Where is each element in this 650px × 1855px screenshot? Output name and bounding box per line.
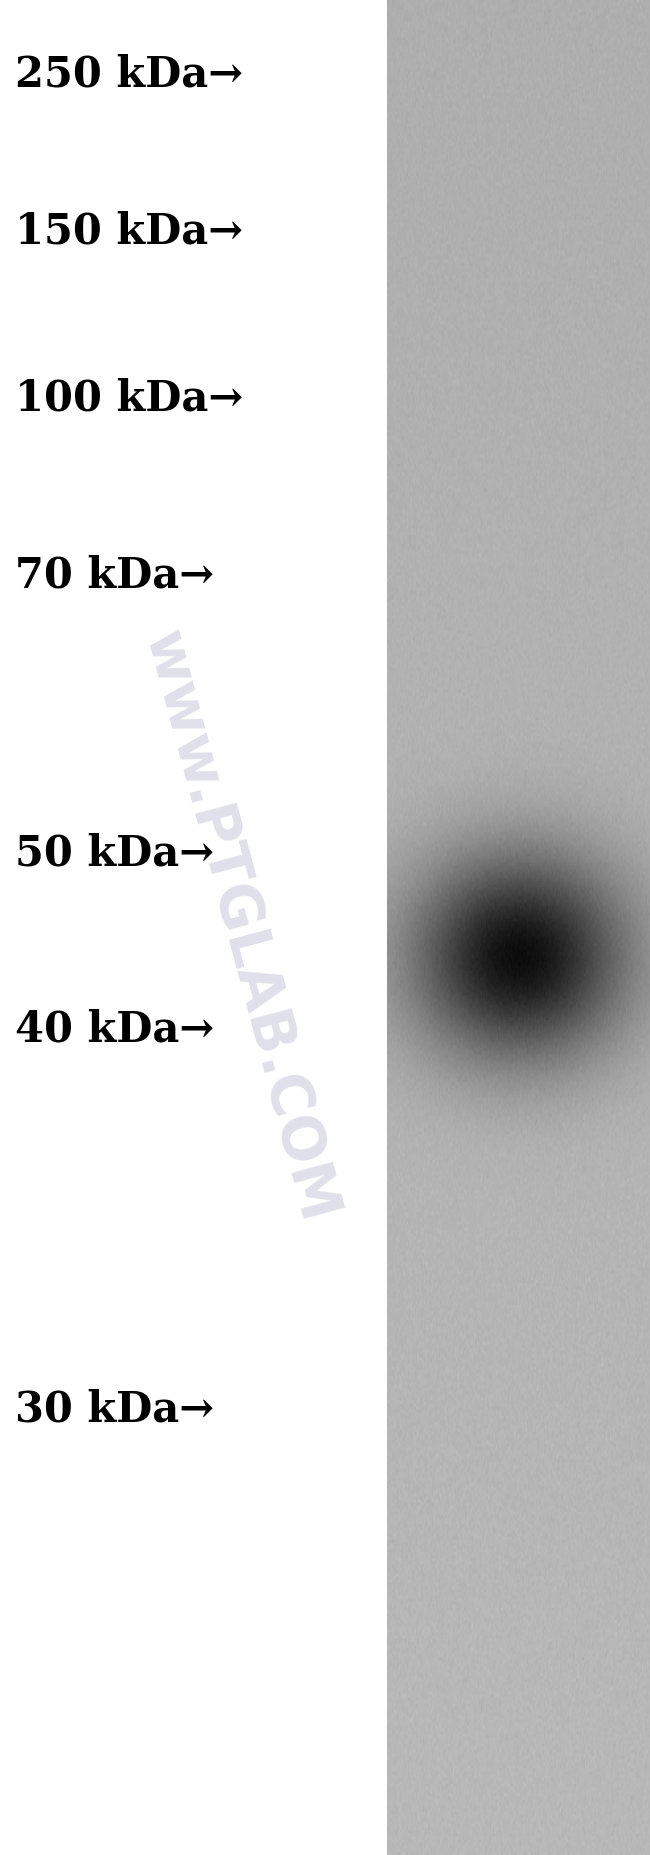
Text: 50 kDa→: 50 kDa→: [16, 833, 214, 874]
Text: 250 kDa→: 250 kDa→: [16, 54, 244, 95]
Text: 70 kDa→: 70 kDa→: [16, 555, 214, 595]
Text: 150 kDa→: 150 kDa→: [16, 211, 244, 252]
Text: www.PTGLAB.COM: www.PTGLAB.COM: [133, 625, 346, 1230]
Text: 30 kDa→: 30 kDa→: [16, 1389, 214, 1430]
Text: 40 kDa→: 40 kDa→: [16, 1009, 214, 1050]
Text: 100 kDa→: 100 kDa→: [16, 378, 244, 419]
